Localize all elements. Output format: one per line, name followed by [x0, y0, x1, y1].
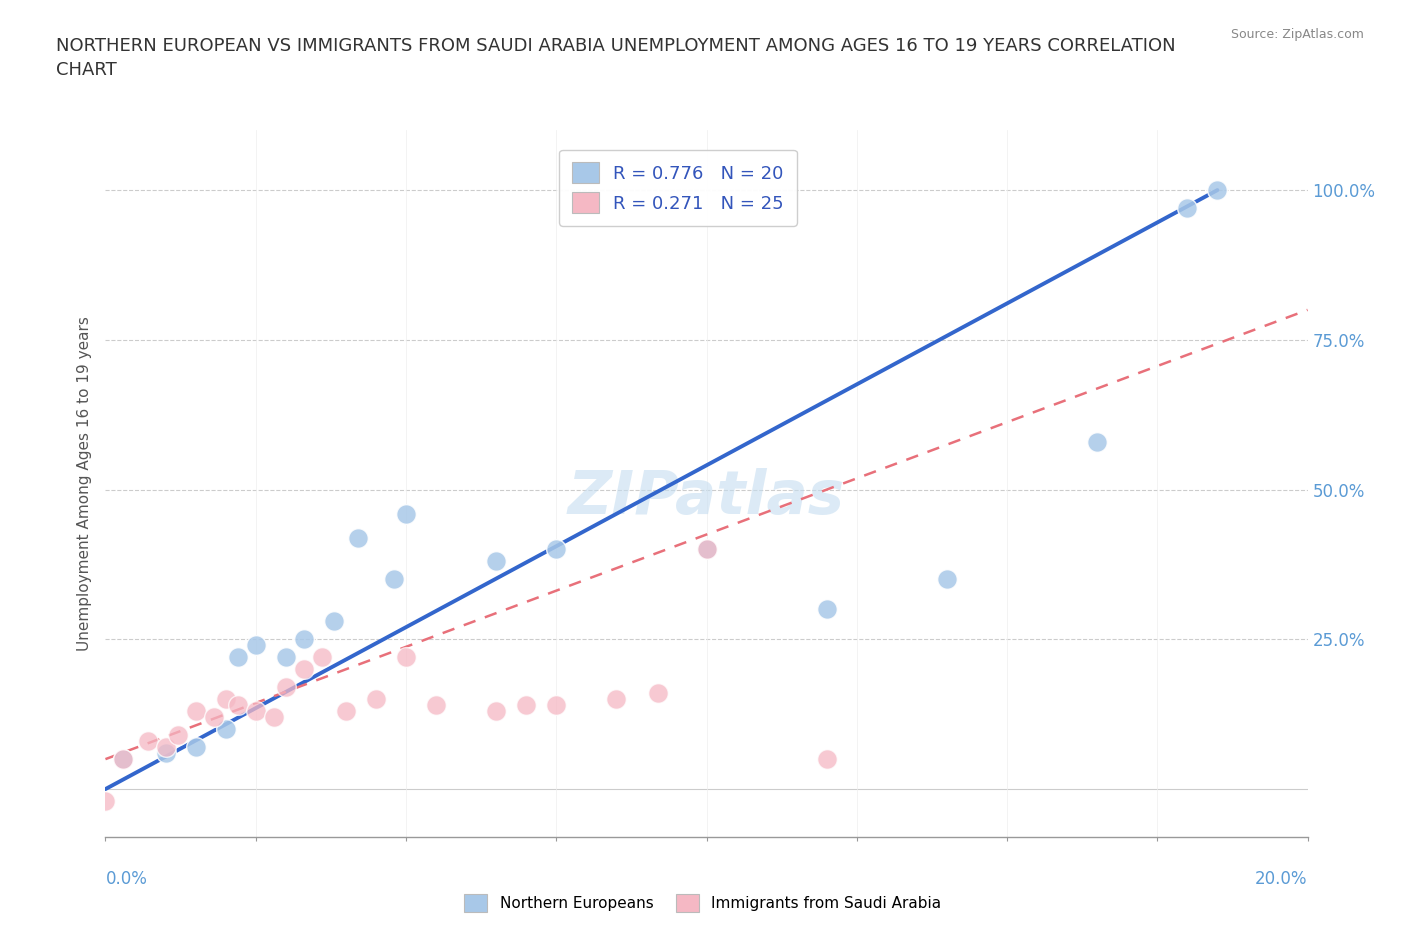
Point: [696, 542, 718, 557]
Point: [112, 751, 135, 766]
Point: [1206, 182, 1229, 197]
Point: [815, 751, 838, 766]
Point: [202, 710, 225, 724]
Point: [166, 728, 188, 743]
Point: [364, 692, 387, 707]
Point: [112, 751, 135, 766]
Point: [263, 710, 285, 724]
Point: [184, 739, 207, 754]
Point: [335, 704, 357, 719]
Y-axis label: Unemployment Among Ages 16 to 19 years: Unemployment Among Ages 16 to 19 years: [76, 316, 91, 651]
Point: [1085, 434, 1108, 449]
Point: [226, 650, 249, 665]
Point: [94, 793, 117, 808]
Legend: R = 0.776   N = 20, R = 0.271   N = 25: R = 0.776 N = 20, R = 0.271 N = 25: [560, 150, 797, 226]
Point: [245, 704, 267, 719]
Point: [311, 650, 333, 665]
Legend: Northern Europeans, Immigrants from Saudi Arabia: Northern Europeans, Immigrants from Saud…: [458, 888, 948, 918]
Text: Source: ZipAtlas.com: Source: ZipAtlas.com: [1230, 28, 1364, 41]
Text: ZIPatlas: ZIPatlas: [568, 468, 845, 527]
Point: [155, 746, 177, 761]
Point: [936, 572, 959, 587]
Point: [395, 650, 418, 665]
Text: 20.0%: 20.0%: [1256, 870, 1308, 887]
Point: [696, 542, 718, 557]
Point: [382, 572, 405, 587]
Point: [647, 685, 669, 700]
Point: [226, 698, 249, 712]
Point: [485, 704, 508, 719]
Point: [214, 692, 236, 707]
Point: [155, 739, 177, 754]
Point: [274, 650, 297, 665]
Point: [292, 662, 315, 677]
Point: [292, 631, 315, 646]
Text: 0.0%: 0.0%: [105, 870, 148, 887]
Point: [1175, 201, 1198, 216]
Point: [395, 506, 418, 521]
Point: [347, 530, 370, 545]
Point: [546, 542, 568, 557]
Point: [184, 704, 207, 719]
Point: [214, 722, 236, 737]
Point: [245, 638, 267, 653]
Point: [485, 554, 508, 569]
Point: [815, 602, 838, 617]
Point: [136, 734, 159, 749]
Point: [274, 680, 297, 695]
Point: [546, 698, 568, 712]
Point: [322, 614, 344, 629]
Point: [605, 692, 627, 707]
Point: [515, 698, 537, 712]
Text: NORTHERN EUROPEAN VS IMMIGRANTS FROM SAUDI ARABIA UNEMPLOYMENT AMONG AGES 16 TO : NORTHERN EUROPEAN VS IMMIGRANTS FROM SAU…: [56, 37, 1175, 79]
Point: [425, 698, 447, 712]
